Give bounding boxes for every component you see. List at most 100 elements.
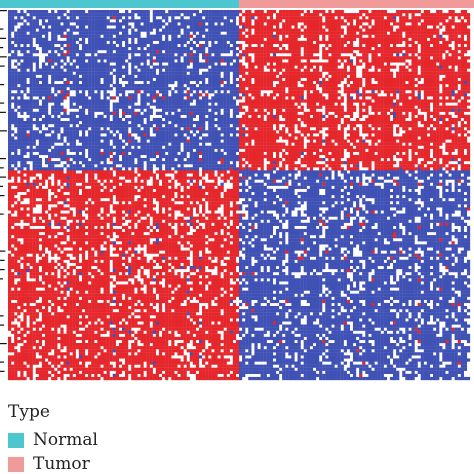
heatmap-cell <box>414 22 418 26</box>
heatmap-cell <box>48 90 52 94</box>
heatmap-cell <box>386 25 391 29</box>
heatmap-cell <box>368 71 372 75</box>
heatmap-cell <box>51 16 55 20</box>
heatmap-cell <box>245 90 249 94</box>
heatmap-cell <box>44 71 49 75</box>
heatmap-cell <box>198 108 203 112</box>
heatmap-cell <box>140 96 144 100</box>
heatmap-cell <box>463 105 468 109</box>
heatmap-cell <box>275 56 280 60</box>
heatmap-cell <box>429 68 434 72</box>
heatmap-cell <box>94 133 98 137</box>
heatmap-cell <box>269 77 274 82</box>
heatmap-cell <box>88 16 92 20</box>
heatmap-cell <box>374 37 378 41</box>
heatmap-cell <box>383 102 387 106</box>
heatmap-cell <box>91 43 95 48</box>
heatmap-cell <box>417 53 421 57</box>
heatmap-cell <box>66 90 70 94</box>
heatmap-cell <box>54 56 58 60</box>
heatmap-cell <box>134 56 138 60</box>
heatmap-cell <box>457 111 461 115</box>
heatmap-cell <box>118 130 123 134</box>
heatmap-cell <box>229 130 233 134</box>
heatmap-cell <box>26 59 30 63</box>
heatmap-cell <box>183 124 187 128</box>
heatmap-cell <box>257 121 261 125</box>
heatmap-cell <box>223 65 227 69</box>
heatmap-cell <box>300 117 304 122</box>
heatmap-cell <box>155 87 160 91</box>
heatmap-cell <box>356 47 360 51</box>
heatmap-cell <box>417 10 421 14</box>
heatmap-cell <box>460 65 464 69</box>
heatmap-cell <box>69 74 73 78</box>
heatmap-cell <box>81 96 86 100</box>
heatmap-cell <box>460 111 464 115</box>
heatmap-cell <box>349 25 354 29</box>
heatmap-cell <box>202 114 206 119</box>
heatmap-cell <box>211 10 215 14</box>
heatmap-cell <box>192 77 197 82</box>
heatmap-cell <box>232 13 237 17</box>
heatmap-cell <box>226 133 230 137</box>
heatmap-cell <box>165 93 169 97</box>
heatmap-cell <box>97 25 101 29</box>
heatmap-cell <box>63 19 67 23</box>
heatmap-cell <box>291 105 295 109</box>
heatmap-cell <box>29 28 33 32</box>
heatmap-cell <box>251 40 255 45</box>
heatmap-cell <box>257 37 261 41</box>
heatmap-cell <box>294 84 298 88</box>
heatmap-cell <box>202 84 206 88</box>
heatmap-cell <box>245 99 249 103</box>
heatmap-cell <box>294 80 298 85</box>
heatmap-cell <box>48 121 52 125</box>
heatmap-cell <box>35 87 39 91</box>
heatmap-cell <box>208 124 212 128</box>
heatmap-cell <box>97 130 101 134</box>
heatmap-cell <box>143 102 147 106</box>
heatmap-cell <box>239 53 243 57</box>
heatmap-cell <box>214 127 218 131</box>
heatmap-cell <box>399 117 403 122</box>
heatmap-cell <box>189 19 193 23</box>
heatmap-cell <box>460 28 464 32</box>
heatmap-cell <box>232 124 237 128</box>
heatmap-cell <box>260 71 264 75</box>
heatmap-cell <box>346 108 351 112</box>
heatmap-cell <box>125 28 129 32</box>
heatmap-cell <box>408 130 412 134</box>
heatmap-cell <box>149 50 153 54</box>
heatmap-cell <box>149 99 153 103</box>
heatmap-cell <box>285 13 289 17</box>
heatmap-cell <box>48 71 52 75</box>
heatmap-cell <box>177 111 181 115</box>
heatmap-cell <box>128 19 132 23</box>
heatmap-cell <box>94 127 98 131</box>
heatmap-cell <box>235 74 240 78</box>
heatmap-cell <box>393 47 397 51</box>
heatmap-cell <box>85 68 89 72</box>
heatmap-cell <box>309 47 314 51</box>
heatmap-cell <box>152 80 156 85</box>
heatmap-cell <box>346 47 351 51</box>
heatmap-cell <box>11 136 15 140</box>
heatmap-cell <box>137 87 141 91</box>
heatmap-cell <box>85 96 89 100</box>
heatmap-cell <box>393 117 397 122</box>
heatmap-cell <box>383 68 387 72</box>
heatmap-cell <box>239 16 243 20</box>
heatmap-cell <box>115 31 120 35</box>
heatmap-cell <box>337 133 341 137</box>
heatmap-cell <box>466 28 471 32</box>
heatmap-cell <box>100 108 104 112</box>
heatmap-cell <box>183 117 187 122</box>
heatmap-cell <box>319 19 323 23</box>
heatmap-cell <box>112 13 116 17</box>
heatmap-cell <box>309 136 314 140</box>
heatmap-cell <box>374 47 378 51</box>
heatmap-cell <box>389 19 394 23</box>
heatmap-cell <box>78 117 83 122</box>
heatmap-cell <box>420 22 424 26</box>
